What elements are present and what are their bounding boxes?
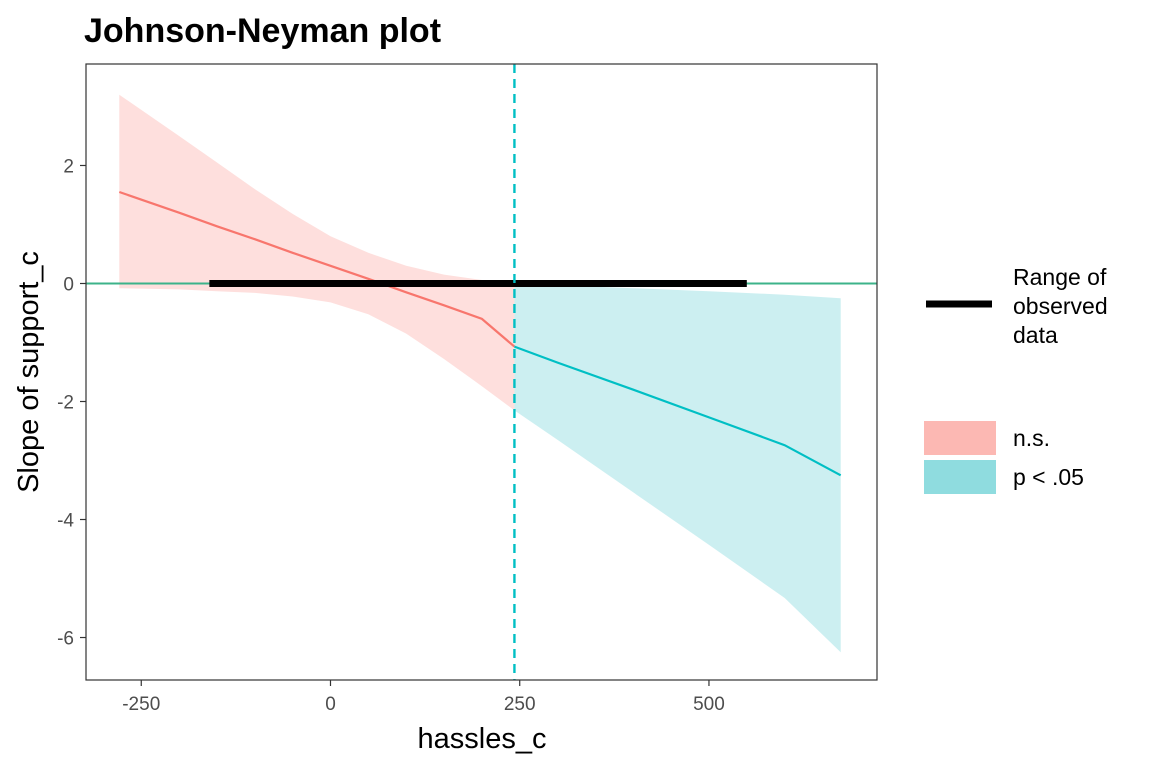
significant-confidence-band <box>514 283 841 653</box>
chart-title: Johnson-Neyman plot <box>84 12 441 50</box>
x-tick-label: 250 <box>504 694 536 715</box>
legend-range-label-line-2: observed <box>1013 293 1108 319</box>
x-tick-label: 0 <box>325 694 336 715</box>
legend-ns-label: n.s. <box>1013 425 1050 451</box>
legend: Range of observed data n.s. p < .05 <box>924 264 1108 494</box>
legend-sig-swatch <box>924 460 996 494</box>
ns-confidence-band <box>119 94 515 411</box>
x-tick-label: 500 <box>693 694 725 715</box>
significant-slope-line <box>514 345 842 477</box>
ns-slope-line <box>118 190 516 348</box>
legend-range-label-line-3: data <box>1013 322 1058 348</box>
legend-range-label-line-1: Range of <box>1013 264 1107 290</box>
plot-area: -250 0 250 500 -6 -4 -2 0 2 <box>57 63 878 715</box>
y-tick-label: 0 <box>63 274 74 295</box>
legend-sig-label: p < .05 <box>1013 464 1084 490</box>
y-tick-label: 2 <box>63 156 74 177</box>
y-tick-label: -6 <box>57 629 74 650</box>
legend-ns-swatch <box>924 421 996 455</box>
x-tick-label: -250 <box>122 694 160 715</box>
y-axis-title: Slope of support_c <box>13 251 45 493</box>
panel-border <box>85 63 878 681</box>
y-tick-label: -2 <box>57 393 74 414</box>
y-tick-label: -4 <box>57 511 74 532</box>
x-axis-title: hassles_c <box>418 723 547 755</box>
